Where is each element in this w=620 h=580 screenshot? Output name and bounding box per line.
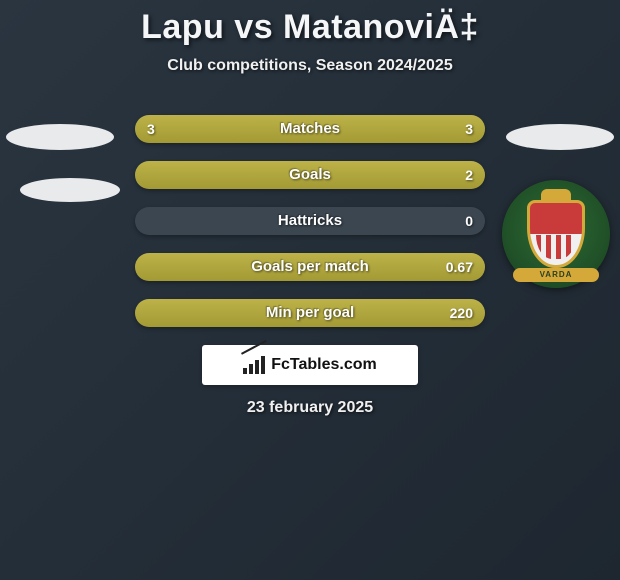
stat-value-right: 2: [465, 161, 473, 189]
stat-label: Matches: [135, 115, 485, 143]
stat-bar: Goals2: [135, 161, 485, 189]
brand-logo[interactable]: FcTables.com: [202, 345, 418, 385]
player-left-avatar: [6, 124, 114, 150]
brand-text: FcTables.com: [271, 356, 377, 374]
date-text: 23 february 2025: [0, 399, 620, 417]
club-shield-icon: [527, 200, 585, 268]
stat-bar: Goals per match0.67: [135, 253, 485, 281]
stat-label: Hattricks: [135, 207, 485, 235]
player-right-club-badge: VARDA: [502, 180, 610, 288]
brand-chart-icon: [243, 356, 265, 374]
stat-value-right: 220: [450, 299, 473, 327]
stat-label: Goals per match: [135, 253, 485, 281]
stat-value-right: 0: [465, 207, 473, 235]
player-right-avatar: [506, 124, 614, 150]
stat-label: Goals: [135, 161, 485, 189]
club-banner-text: VARDA: [513, 268, 599, 282]
stat-value-right: 0.67: [446, 253, 473, 281]
stats-bars: 3Matches3 Goals2 Hattricks0 Goals per match…: [135, 115, 485, 327]
stat-label: Min per goal: [135, 299, 485, 327]
page-title: Lapu vs MatanoviÄ‡: [0, 8, 620, 47]
subtitle: Club competitions, Season 2024/2025: [0, 57, 620, 75]
stat-value-right: 3: [465, 115, 473, 143]
stat-bar: Hattricks0: [135, 207, 485, 235]
player-left-club-avatar: [20, 178, 120, 202]
stat-bar: 3Matches3: [135, 115, 485, 143]
stat-bar: Min per goal220: [135, 299, 485, 327]
